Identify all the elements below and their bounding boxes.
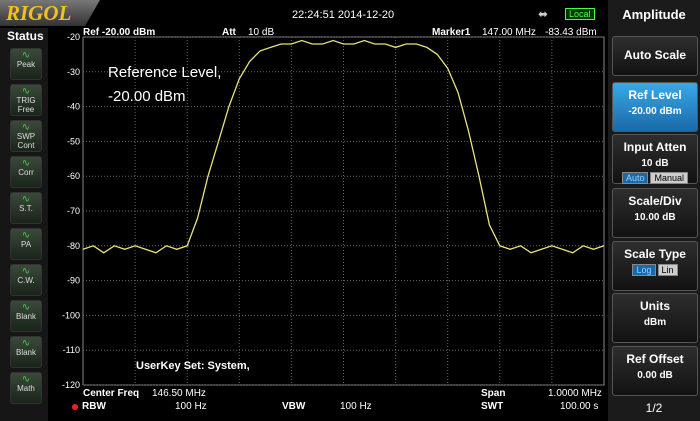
att-value: 10 dB [248, 27, 275, 38]
menu-item[interactable]: Scale Type Log Lin [612, 241, 698, 291]
att-label: Att [222, 27, 236, 38]
y-tick-label: -120 [62, 380, 80, 390]
menu-label: Units [640, 299, 670, 313]
status-label: Free [17, 105, 35, 114]
status-label: SWP [16, 132, 36, 141]
status-label: Blank [15, 312, 36, 321]
menu-option[interactable]: Log [632, 264, 656, 276]
status-button[interactable]: ∿ Corr [10, 156, 42, 188]
status-icon: ∿ [21, 158, 31, 169]
span-label: Span [481, 388, 506, 399]
usb-icon: ⬌ [538, 7, 549, 21]
status-label: Cont [17, 141, 35, 150]
annotation-line: -20.00 dBm [108, 88, 186, 105]
menu-item[interactable]: Auto Scale [612, 36, 698, 76]
rbw-label: RBW [82, 401, 106, 412]
status-button[interactable]: ∿ Blank [10, 336, 42, 368]
menu-option[interactable]: Lin [657, 264, 678, 276]
y-tick-label: -100 [62, 310, 80, 320]
status-button[interactable]: ∿ TRIG Free [10, 84, 42, 116]
local-badge: Local [565, 8, 595, 20]
y-tick-label: -80 [67, 241, 80, 251]
y-tick-label: -50 [67, 136, 80, 146]
center-label: Center Freq [83, 388, 140, 399]
menu-page: 1/2 [645, 401, 663, 415]
status-icon: ∿ [21, 86, 31, 97]
status-button[interactable]: ∿ S.T. [10, 192, 42, 224]
swt-value: 100.00 s [560, 401, 599, 412]
marker-freq: 147.00 MHz [482, 27, 536, 38]
status-icon: ∿ [21, 374, 31, 385]
status-label: Peak [16, 60, 36, 69]
status-button[interactable]: ∿ PA [10, 228, 42, 260]
menu-label: Ref Level [628, 88, 682, 102]
menu-item[interactable]: Ref Offset 0.00 dB [612, 346, 698, 396]
menu-value: dBm [643, 317, 667, 328]
menu-label: Auto Scale [623, 48, 686, 62]
ref-info: Ref -20.00 dBm [83, 27, 156, 38]
y-tick-label: -60 [67, 171, 80, 181]
swt-label: SWT [481, 401, 504, 412]
menu-value: -20.00 dBm [628, 106, 682, 117]
userkey: UserKey Set: System, [136, 360, 250, 372]
marker-level: -83.43 dBm [545, 27, 597, 38]
y-tick-label: -90 [67, 276, 80, 286]
menu-value: 10.00 dB [634, 212, 676, 223]
status-label: C.W. [17, 276, 35, 285]
center-value: 146.50 MHz [152, 388, 206, 399]
marker-label: Marker1 [432, 27, 471, 38]
status-icon: ∿ [21, 122, 31, 133]
vbw-value: 100 Hz [340, 401, 372, 412]
menu-value: 10 dB [641, 158, 669, 169]
y-tick-label: -30 [67, 67, 80, 77]
menu-option[interactable]: Manual [650, 172, 689, 184]
logo: RIGOL [6, 1, 72, 25]
menu-options: Log Lin [613, 264, 697, 276]
status-icon: ∿ [21, 302, 31, 313]
status-icon: ∿ [21, 194, 31, 205]
menu-options: Auto Manual [613, 172, 697, 184]
status-button[interactable]: ∿ Peak [10, 48, 42, 80]
rbw-dot [72, 404, 78, 410]
menu-item[interactable]: Input Atten 10 dB Auto Manual [612, 134, 698, 184]
status-icon: ∿ [21, 266, 31, 277]
menu-label: Ref Offset [626, 352, 684, 366]
y-tick-label: -40 [67, 102, 80, 112]
annotation-line: Reference Level, [108, 64, 222, 81]
status-icon: ∿ [21, 230, 31, 241]
status-label: S.T. [19, 204, 33, 213]
menu-label: Input Atten [623, 140, 687, 154]
span-value: 1.0000 MHz [548, 388, 602, 399]
status-label: Corr [18, 168, 34, 177]
rbw-value: 100 Hz [175, 401, 207, 412]
status-title: Status [7, 29, 44, 43]
y-tick-label: -110 [63, 345, 80, 355]
status-button[interactable]: ∿ C.W. [10, 264, 42, 296]
menu-title: Amplitude [622, 7, 686, 22]
y-tick-label: -20 [67, 32, 80, 42]
status-icon: ∿ [21, 338, 31, 349]
menu-value: 0.00 dB [637, 370, 673, 381]
status-label: Math [17, 384, 35, 393]
trace [82, 39, 605, 254]
menu-option[interactable]: Auto [621, 172, 649, 184]
menu-item[interactable]: Units dBm [612, 293, 698, 343]
y-tick-label: -70 [67, 206, 80, 216]
status-icon: ∿ [21, 50, 31, 61]
status-button[interactable]: ∿ SWP Cont [10, 120, 42, 152]
status-label: TRIG [16, 96, 36, 105]
logo-bg [0, 0, 100, 26]
status-label: PA [20, 240, 32, 249]
menu-label: Scale Type [624, 247, 686, 261]
status-label: Blank [15, 348, 36, 357]
status-button[interactable]: ∿ Math [10, 372, 42, 404]
menu-item[interactable]: Scale/Div 10.00 dB [612, 188, 698, 238]
menu-item[interactable]: Ref Level -20.00 dBm [612, 82, 698, 132]
menu-label: Scale/Div [628, 194, 682, 208]
status-button[interactable]: ∿ Blank [10, 300, 42, 332]
vbw-label: VBW [282, 401, 306, 412]
clock: 22:24:51 2014-12-20 [292, 9, 395, 21]
